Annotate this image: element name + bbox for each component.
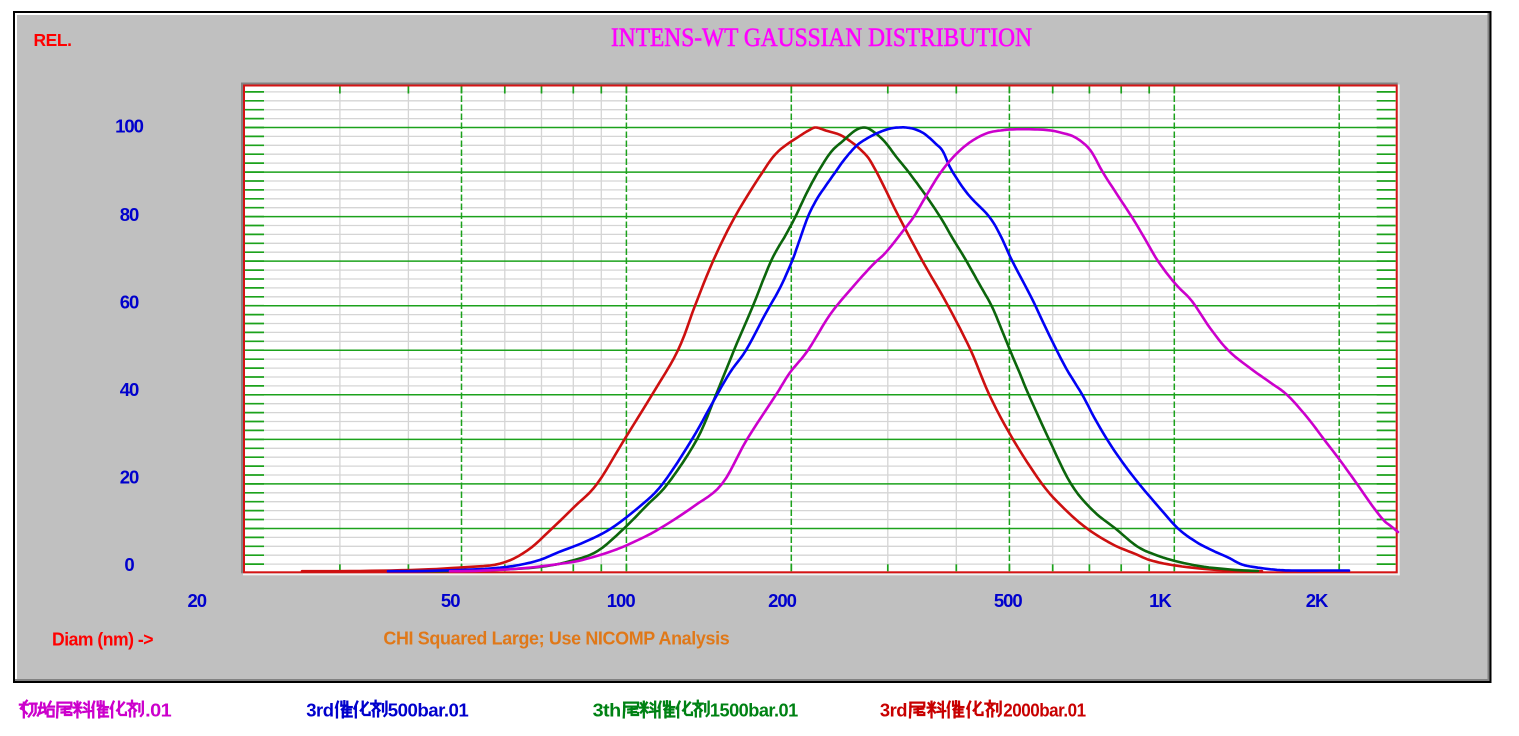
svg-text:50: 50: [441, 590, 460, 611]
svg-text:REL.: REL.: [34, 30, 72, 50]
svg-text:3th: 3th: [593, 700, 621, 720]
svg-text:100: 100: [607, 590, 636, 611]
svg-text:2K: 2K: [1306, 590, 1329, 611]
svg-text:.01: .01: [145, 700, 172, 720]
svg-text:40: 40: [120, 379, 139, 400]
svg-text:100: 100: [115, 116, 144, 137]
svg-text:0: 0: [124, 554, 134, 575]
svg-text:20: 20: [188, 590, 207, 611]
svg-text:Diam (nm) ->: Diam (nm) ->: [52, 630, 153, 650]
svg-text:CHI Squared Large; Use NICOMP: CHI Squared Large; Use NICOMP Analysis: [383, 628, 729, 648]
svg-text:60: 60: [120, 292, 139, 313]
svg-text:2000bar.01: 2000bar.01: [1003, 700, 1086, 720]
svg-text:500: 500: [994, 590, 1023, 611]
svg-text:1500bar.01: 1500bar.01: [710, 700, 798, 720]
svg-text:3rd: 3rd: [306, 700, 333, 720]
svg-text:500bar.01: 500bar.01: [388, 700, 469, 720]
svg-text:3rd: 3rd: [880, 700, 907, 720]
svg-text:INTENS-WT GAUSSIAN DISTRIBUTIO: INTENS-WT GAUSSIAN DISTRIBUTION: [611, 23, 1032, 52]
svg-text:80: 80: [120, 204, 139, 225]
svg-text:1K: 1K: [1149, 590, 1172, 611]
svg-text:200: 200: [768, 590, 797, 611]
svg-text:20: 20: [120, 467, 139, 488]
